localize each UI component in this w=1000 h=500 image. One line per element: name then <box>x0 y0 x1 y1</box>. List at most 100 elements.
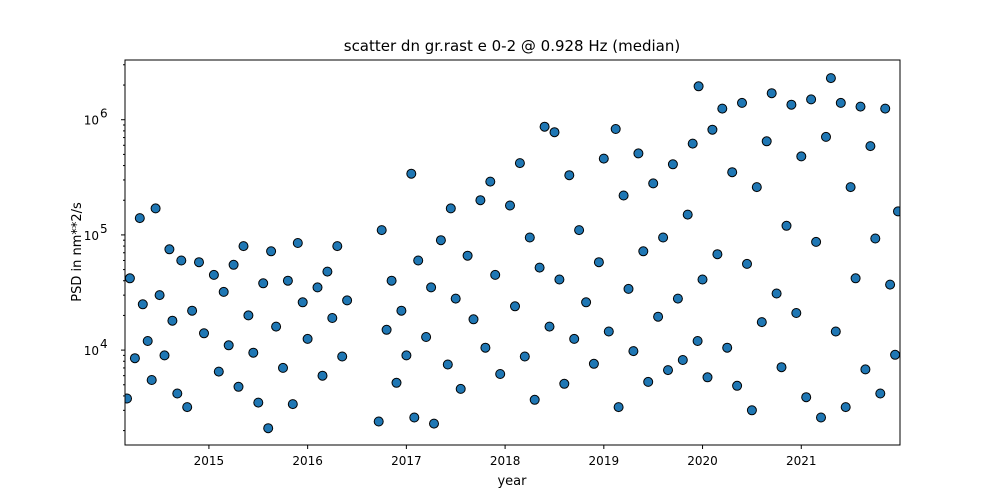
scatter-point <box>519 351 530 362</box>
scatter-point <box>386 275 397 286</box>
scatter-point <box>332 241 343 252</box>
scatter-point <box>692 336 703 346</box>
scatter-point <box>176 255 187 266</box>
scatter-point <box>401 350 412 361</box>
scatter-point <box>559 378 570 389</box>
scatter-point <box>618 190 629 201</box>
scatter-point <box>574 225 585 236</box>
scatter-point <box>865 141 876 152</box>
scatter-point <box>653 311 664 322</box>
scatter-point <box>717 103 728 114</box>
scatter-point <box>801 392 812 403</box>
x-tick-label: 2017 <box>391 454 422 468</box>
scatter-point <box>885 279 896 290</box>
scatter-point <box>727 167 738 178</box>
scatter-point <box>870 233 881 244</box>
scatter-point <box>243 310 254 321</box>
scatter-point <box>893 206 900 217</box>
y-tick-label: 10 <box>84 344 99 358</box>
scatter-point <box>791 308 802 318</box>
y-tick-exponent: 5 <box>100 222 108 236</box>
scatter-point <box>816 412 826 423</box>
scatter-point <box>648 178 659 189</box>
scatter-point <box>421 332 432 342</box>
scatter-point <box>322 266 333 277</box>
scatter-point <box>554 274 565 285</box>
scatter-point <box>722 342 733 353</box>
scatter-point <box>154 290 165 301</box>
scatter-point <box>233 381 244 392</box>
scatter-point <box>129 353 140 364</box>
scatter-point <box>693 81 704 92</box>
scatter-point <box>505 200 515 211</box>
scatter-point <box>771 288 782 299</box>
scatter-point <box>672 293 683 304</box>
scatter-point <box>435 235 446 246</box>
scatter-point <box>643 376 654 387</box>
x-tick-label: 2018 <box>490 454 521 468</box>
scatter-point <box>786 99 797 110</box>
scatter-point <box>534 262 545 273</box>
scatter-point <box>732 380 743 391</box>
scatter-point <box>581 297 592 308</box>
scatter-point <box>142 336 153 346</box>
scatter-point <box>282 275 293 286</box>
scatter-point <box>208 269 219 280</box>
scatter-point <box>159 350 170 361</box>
scatter-point <box>623 283 634 294</box>
scatter-point <box>712 249 723 260</box>
scatter-point <box>746 405 757 416</box>
x-tick-label: 2021 <box>786 454 817 468</box>
scatter-point <box>485 176 496 187</box>
x-tick-label: 2015 <box>194 454 225 468</box>
scatter-point <box>409 412 420 423</box>
scatter-point <box>737 97 747 108</box>
scatter-point <box>292 238 303 248</box>
scatter-point <box>164 244 175 255</box>
scatter-point <box>510 301 520 312</box>
scatter-point <box>266 246 277 257</box>
scatter-point <box>327 313 338 323</box>
scatter-point <box>248 347 259 358</box>
scatter-point <box>373 416 384 427</box>
scatter-point <box>150 203 161 214</box>
scatter-point <box>742 258 752 269</box>
scatter-point <box>776 362 787 373</box>
scatter-point <box>687 138 698 149</box>
scatter-point <box>253 397 264 408</box>
scatter-point <box>429 418 439 429</box>
scatter-point <box>146 375 157 385</box>
scatter-point <box>766 88 777 99</box>
scatter-point <box>317 370 328 381</box>
scatter-point <box>495 369 506 379</box>
scatter-point <box>187 305 198 316</box>
scatter-point <box>271 321 282 332</box>
scatter-point <box>442 359 453 370</box>
scatter-point <box>406 168 417 179</box>
scatter-point <box>337 351 348 362</box>
x-axis-label: year <box>497 474 527 489</box>
scatter-point <box>549 127 560 138</box>
scatter-point <box>278 362 288 373</box>
chart-title: scatter dn gr.rast e 0-2 @ 0.928 Hz (med… <box>344 37 680 55</box>
scatter-point <box>811 236 822 247</box>
scatter-point <box>125 393 132 404</box>
scatter-point <box>658 232 669 243</box>
y-tick-exponent: 6 <box>100 107 108 121</box>
scatter-point <box>845 182 856 193</box>
scatter-point <box>381 324 392 335</box>
scatter-point <box>455 383 466 394</box>
scatter-point <box>167 315 178 326</box>
scatter-point <box>840 402 851 413</box>
scatter-point <box>413 255 424 266</box>
scatter-point <box>199 328 209 339</box>
scatter-point <box>781 220 792 231</box>
scatter-point <box>194 257 204 268</box>
scatter-point <box>297 297 308 308</box>
scatter-point <box>426 282 437 293</box>
scatter-point <box>702 372 713 383</box>
scatter-point <box>638 246 649 257</box>
scatter-point <box>490 269 501 280</box>
